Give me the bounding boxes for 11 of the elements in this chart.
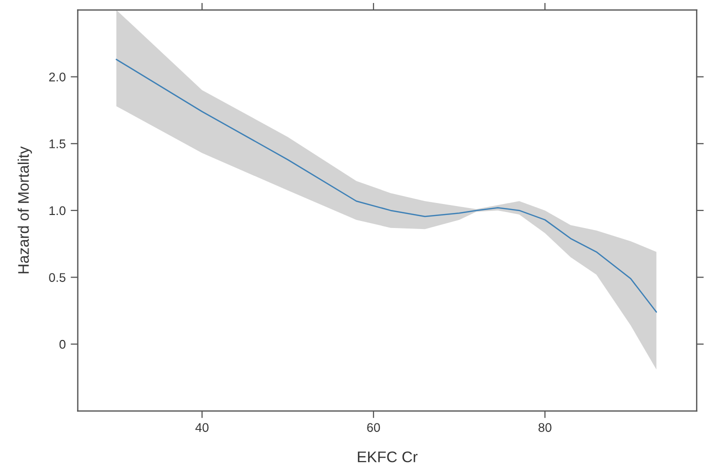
y-tick-label: 2.0: [49, 72, 66, 82]
y-tick-label: 0.5: [49, 273, 66, 282]
x-tick-label: 40: [195, 423, 209, 432]
line-series: [116, 58, 658, 313]
x-tick-label: 80: [538, 423, 552, 432]
y-tick-label: 1.5: [50, 140, 66, 148]
y-tick-label: 1.0: [50, 206, 66, 216]
y-axis-title: Hazard of Mortality: [18, 146, 32, 274]
y-tick-label: 0: [59, 340, 66, 349]
x-axis-title: EKFC Cr: [358, 451, 418, 462]
x-tick-label: 60: [367, 423, 380, 432]
